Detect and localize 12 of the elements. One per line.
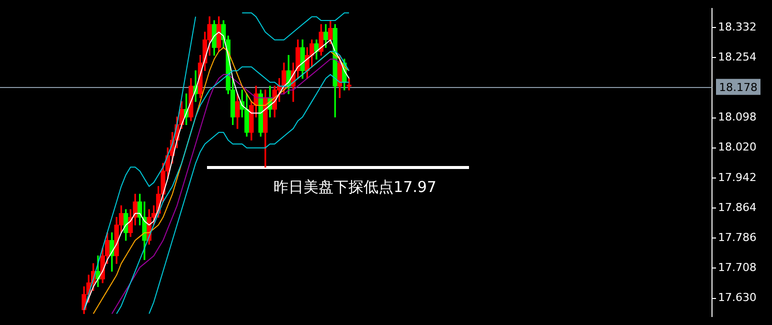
y-tick-label: 17.786 — [718, 230, 756, 244]
ref-line-label: 昨日美盘下探低点17.97 — [274, 178, 436, 196]
y-tick-label: 18.098 — [718, 110, 756, 124]
y-tick-label: 17.864 — [718, 200, 756, 214]
y-tick-label: 18.254 — [718, 50, 756, 64]
ref-line-label: 18.178 — [719, 80, 758, 94]
y-tick-label: 18.332 — [718, 20, 756, 34]
y-tick-label: 18.020 — [718, 140, 756, 154]
y-tick-label: 17.942 — [718, 170, 756, 184]
y-tick-label: 17.630 — [718, 291, 756, 304]
y-tick-label: 17.708 — [718, 261, 756, 274]
candlestick — [346, 78, 352, 90]
